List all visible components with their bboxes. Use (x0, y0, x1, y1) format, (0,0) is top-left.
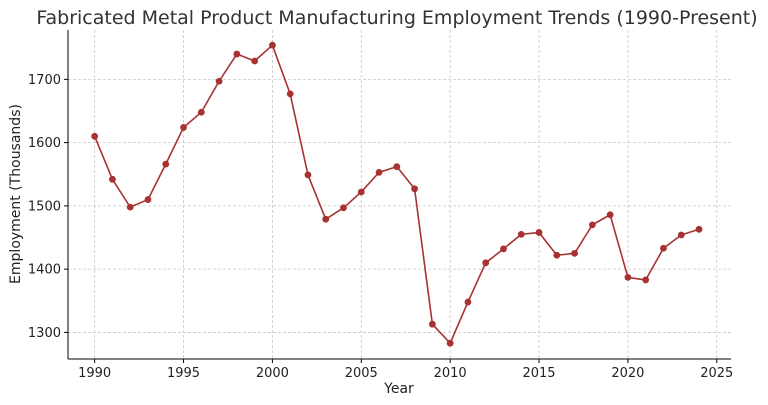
data-point-1996 (197, 108, 205, 116)
series-layer (91, 41, 703, 347)
data-point-2018 (588, 221, 596, 229)
data-point-2009 (428, 320, 436, 328)
data-point-2019 (606, 211, 614, 219)
y-tick-label: 1300 (28, 326, 61, 341)
data-point-1994 (162, 160, 170, 168)
data-point-1998 (233, 50, 241, 58)
x-tick-label: 2015 (522, 366, 555, 381)
y-tick-label: 1500 (28, 199, 61, 214)
x-tick-label: 2020 (611, 366, 644, 381)
data-point-1997 (215, 77, 223, 85)
data-point-2014 (517, 230, 525, 238)
data-point-1995 (180, 124, 187, 131)
data-point-2002 (304, 171, 312, 179)
x-tick-label: 1990 (78, 366, 111, 381)
x-tick-label: 2000 (256, 366, 289, 381)
data-point-2021 (642, 276, 650, 284)
y-tick-label: 1700 (28, 73, 61, 88)
y-tick-label: 1600 (28, 136, 61, 151)
data-point-2000 (269, 41, 276, 49)
y-axis-label: Employment (Thousands) (8, 104, 24, 284)
data-point-2007 (393, 163, 401, 171)
data-point-2003 (322, 215, 330, 223)
data-point-2005 (357, 188, 365, 196)
data-point-2024 (695, 225, 703, 233)
axes (67, 30, 731, 360)
data-point-2004 (340, 204, 347, 212)
data-point-2012 (482, 259, 490, 267)
series-line-0 (93, 44, 700, 344)
chart-title: Fabricated Metal Product Manufacturing E… (36, 7, 757, 29)
data-point-1999 (251, 57, 259, 65)
data-point-2015 (535, 229, 543, 236)
x-axis-label: Year (383, 381, 414, 397)
data-point-2023 (677, 231, 685, 239)
x-tick-label: 2010 (434, 366, 467, 381)
data-point-2010 (446, 339, 454, 347)
data-point-1991 (109, 175, 116, 183)
y-axis-ticks: 1300 1400 1500 1600 1700 (28, 73, 68, 341)
y-tick-label: 1400 (28, 263, 61, 278)
data-point-2016 (553, 251, 561, 259)
x-tick-label: 2025 (700, 366, 733, 381)
data-point-2022 (660, 244, 667, 252)
x-axis-ticks: 1990 1995 2000 2005 2010 2015 2020 2025 (78, 359, 733, 381)
x-tick-label: 1995 (167, 366, 200, 381)
data-point-2013 (500, 245, 507, 253)
data-point-1990 (91, 132, 99, 140)
data-point-1992 (126, 203, 134, 211)
data-point-1993 (144, 196, 152, 203)
data-point-2020 (624, 273, 632, 281)
data-point-2001 (286, 90, 294, 98)
data-point-2017 (571, 249, 578, 257)
x-tick-label: 2005 (345, 366, 378, 381)
grid (68, 30, 731, 359)
data-point-2006 (375, 168, 383, 176)
data-point-2011 (464, 298, 472, 306)
data-point-2008 (411, 185, 419, 193)
